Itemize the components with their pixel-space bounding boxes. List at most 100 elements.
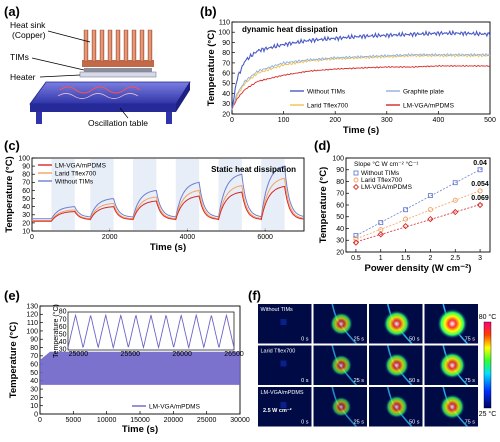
- x-tick-label: 10000: [97, 417, 117, 424]
- color-scale-max: 80 °C: [479, 313, 497, 321]
- x-tick-label: 400: [433, 117, 445, 124]
- thermal-hotspot: [383, 310, 411, 338]
- time-label: 0 s: [301, 378, 309, 384]
- data-point: [403, 207, 409, 213]
- heat-sink-fin: [123, 29, 129, 62]
- time-label: 0 s: [301, 337, 309, 343]
- inset-x-tick-label: 26000: [172, 351, 192, 358]
- data-point: [352, 239, 360, 246]
- y-tick-label: 40: [336, 226, 344, 233]
- panel-label-c: (c): [4, 138, 20, 153]
- legend-title: Slope °C W cm⁻² °C⁻¹: [354, 160, 419, 168]
- panel-label-a: (a): [4, 4, 20, 19]
- schematic-panel: (a) Heat sink (Copper) TIMs Heater Oscil…: [4, 4, 191, 128]
- y-tick-label: 20: [336, 249, 344, 256]
- y-tick-label: 60: [22, 188, 30, 195]
- y-tick-label: 60: [222, 71, 230, 78]
- inset-y-tick-label: 50: [59, 332, 67, 339]
- data-point: [353, 236, 359, 242]
- heat-sink-fin: [147, 29, 153, 62]
- y-tick-label: 50: [336, 214, 344, 221]
- y-axis-title: Temperature (°C): [318, 167, 329, 243]
- oscillation-table: [29, 81, 191, 124]
- y-tick-label: 0: [34, 411, 38, 418]
- series-line-without-tims: [231, 29, 491, 109]
- y-tick-label: 120: [26, 312, 38, 319]
- time-label: 75 s: [465, 378, 476, 384]
- y-tick-label: 70: [22, 180, 30, 187]
- inset-y-axis-title: Temperature (°C): [52, 304, 60, 358]
- y-tick-label: 40: [22, 204, 30, 211]
- x-tick-label: 500: [484, 117, 496, 124]
- data-point: [452, 208, 459, 216]
- y-tick-label: 80: [222, 50, 230, 57]
- panel-label-e: (e): [4, 288, 20, 303]
- legend-label: LM-VGA/mPDMS: [403, 102, 455, 109]
- y-tick-label: 70: [222, 60, 230, 67]
- x-tick-label: 300: [381, 117, 393, 124]
- y-tick-label: 100: [332, 155, 344, 162]
- label-tims: TIMs: [10, 52, 29, 62]
- chart-dynamic-heat: (b) 0 100 200 300 400 500 20 30 40 50 60 70 80 90 100 1…: [200, 4, 496, 136]
- panel-label-f: (f): [248, 288, 261, 303]
- inset-line: [67, 313, 235, 350]
- x-axis-title: Time (s): [343, 125, 379, 136]
- x-tick-label: 1.5: [401, 255, 411, 262]
- x-tick-label: 1: [379, 255, 383, 262]
- thermal-sample: [280, 319, 287, 326]
- chart-annotation: Static heat dissipation: [211, 165, 296, 174]
- y-tick-label: 20: [222, 111, 230, 118]
- y-tick-label: 110: [219, 19, 230, 26]
- inset-y-tick-label: 60: [59, 324, 67, 331]
- x-tick-label: 5000: [66, 417, 82, 424]
- y-axis-title: Temperature (°C): [8, 322, 19, 398]
- time-label: 50 s: [409, 337, 420, 343]
- time-label: 75 s: [465, 420, 476, 426]
- y-tick-label: 10: [30, 403, 38, 410]
- y-tick-label: 100: [26, 328, 38, 335]
- oscillation-band: [40, 351, 240, 385]
- thermal-hotspot: [385, 395, 409, 419]
- chart-power-density: (d) 0.5 1 1.5 2 2.5 3 20 30 40 50 60 70 80 90 100 Power…: [314, 138, 491, 274]
- inset-y-tick-label: 40: [59, 339, 67, 346]
- data-point: [378, 220, 384, 226]
- thermal-hotspot: [437, 308, 468, 339]
- y-axis-title: Temperature (°C): [206, 30, 217, 106]
- legend-label: Larid Tflex700: [55, 170, 96, 177]
- x-tick-label: 3: [478, 255, 482, 262]
- y-tick-label: 40: [222, 91, 230, 98]
- y-tick-label: 110: [27, 320, 38, 327]
- data-point: [427, 215, 434, 223]
- x-tick-label: 0: [230, 117, 234, 124]
- inset-y-tick-label: 30: [59, 347, 67, 354]
- x-tick-label: 2.5: [450, 255, 460, 262]
- y-tick-label: 50: [22, 196, 30, 203]
- series-line-lm-vga-mpdms: [231, 64, 491, 110]
- panel-label-d: (d): [314, 138, 331, 153]
- y-tick-label: 90: [22, 164, 30, 171]
- series-line-lm-vga-mpdms: [32, 185, 304, 222]
- x-tick-label: 200: [329, 117, 341, 124]
- label-copper: (Copper): [12, 30, 46, 40]
- y-axis-title: Temperature (°C): [4, 156, 15, 232]
- x-tick-label: 2: [428, 255, 432, 262]
- data-point: [427, 207, 433, 213]
- heat-sink-fin: [99, 29, 105, 62]
- data-point: [402, 223, 409, 230]
- data-point: [452, 180, 458, 186]
- fit-line: [353, 203, 483, 244]
- heating-period: [261, 159, 285, 230]
- legend-marker: [353, 170, 359, 176]
- thermal-hotspot: [384, 353, 410, 378]
- chart-annotation: dynamic heat dissipation: [242, 25, 338, 34]
- x-tick-label: 20000: [164, 417, 184, 424]
- x-tick-label: 0.5: [351, 255, 361, 262]
- thermal-hotspot: [331, 396, 352, 417]
- legend-marker: [352, 183, 360, 191]
- label-oscillation-table: Oscillation table: [88, 118, 148, 128]
- time-label: 75 s: [465, 337, 476, 343]
- row-label: Larid Tflex700: [261, 349, 296, 355]
